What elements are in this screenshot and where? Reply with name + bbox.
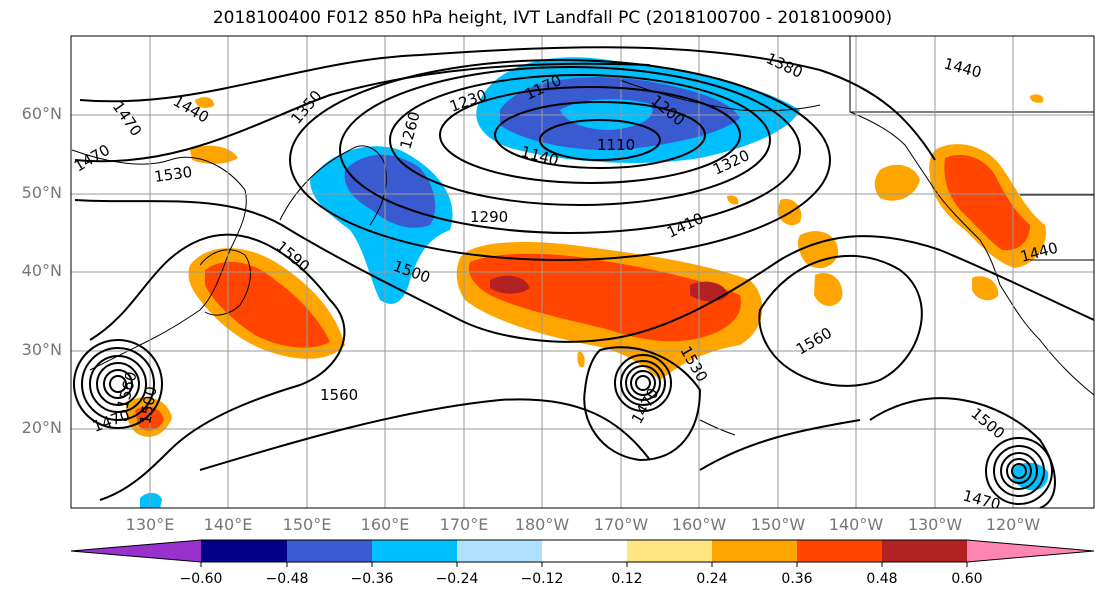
longitude-label: 160°W	[671, 515, 727, 534]
contour-label: 1530	[153, 163, 193, 186]
colorbar-tick-label: 0.60	[951, 571, 983, 587]
colorbar-tick-label: 0.24	[696, 571, 728, 587]
contour-label: 1110	[597, 136, 635, 154]
longitude-label: 120°W	[985, 515, 1041, 534]
longitude-label: 140°W	[828, 515, 884, 534]
map-frame	[70, 35, 1095, 509]
colorbar-tick-label: −0.12	[520, 571, 564, 587]
colorbar-tick-label: −0.24	[435, 571, 479, 587]
colorbar-tick-label: 0.36	[781, 571, 813, 587]
longitude-label: 160°E	[360, 515, 410, 534]
colorbar-tick-label: −0.60	[179, 571, 223, 587]
longitude-label: 150°W	[750, 515, 806, 534]
longitude-label: 130°W	[907, 515, 963, 534]
height-contours	[73, 46, 1094, 508]
map-title: 2018100400 F012 850 hPa height, IVT Land…	[212, 8, 893, 28]
graticule	[71, 36, 1094, 508]
colorbar-tick-label: −0.36	[350, 571, 394, 587]
longitude-label: 170°E	[439, 515, 489, 534]
colorbar-tick-label: −0.48	[265, 571, 309, 587]
longitude-label: 130°E	[125, 515, 175, 534]
longitude-label: 150°E	[282, 515, 332, 534]
colorbar-tick-label: 0.48	[866, 571, 898, 587]
latitude-label: 30°N	[21, 340, 62, 359]
latitude-label: 50°N	[21, 183, 62, 202]
longitude-label: 140°E	[203, 515, 253, 534]
colorbar-tick-label: 0.12	[611, 571, 643, 587]
latitude-label: 60°N	[21, 104, 62, 123]
contour-label: 1290	[470, 208, 508, 226]
longitude-label: 180°W	[514, 515, 570, 534]
latitude-label: 40°N	[21, 261, 62, 280]
contour-label: 1560	[320, 386, 358, 404]
latitude-label: 20°N	[21, 418, 62, 437]
longitude-label: 170°W	[593, 515, 649, 534]
ivt-negative-shading	[140, 57, 1049, 508]
